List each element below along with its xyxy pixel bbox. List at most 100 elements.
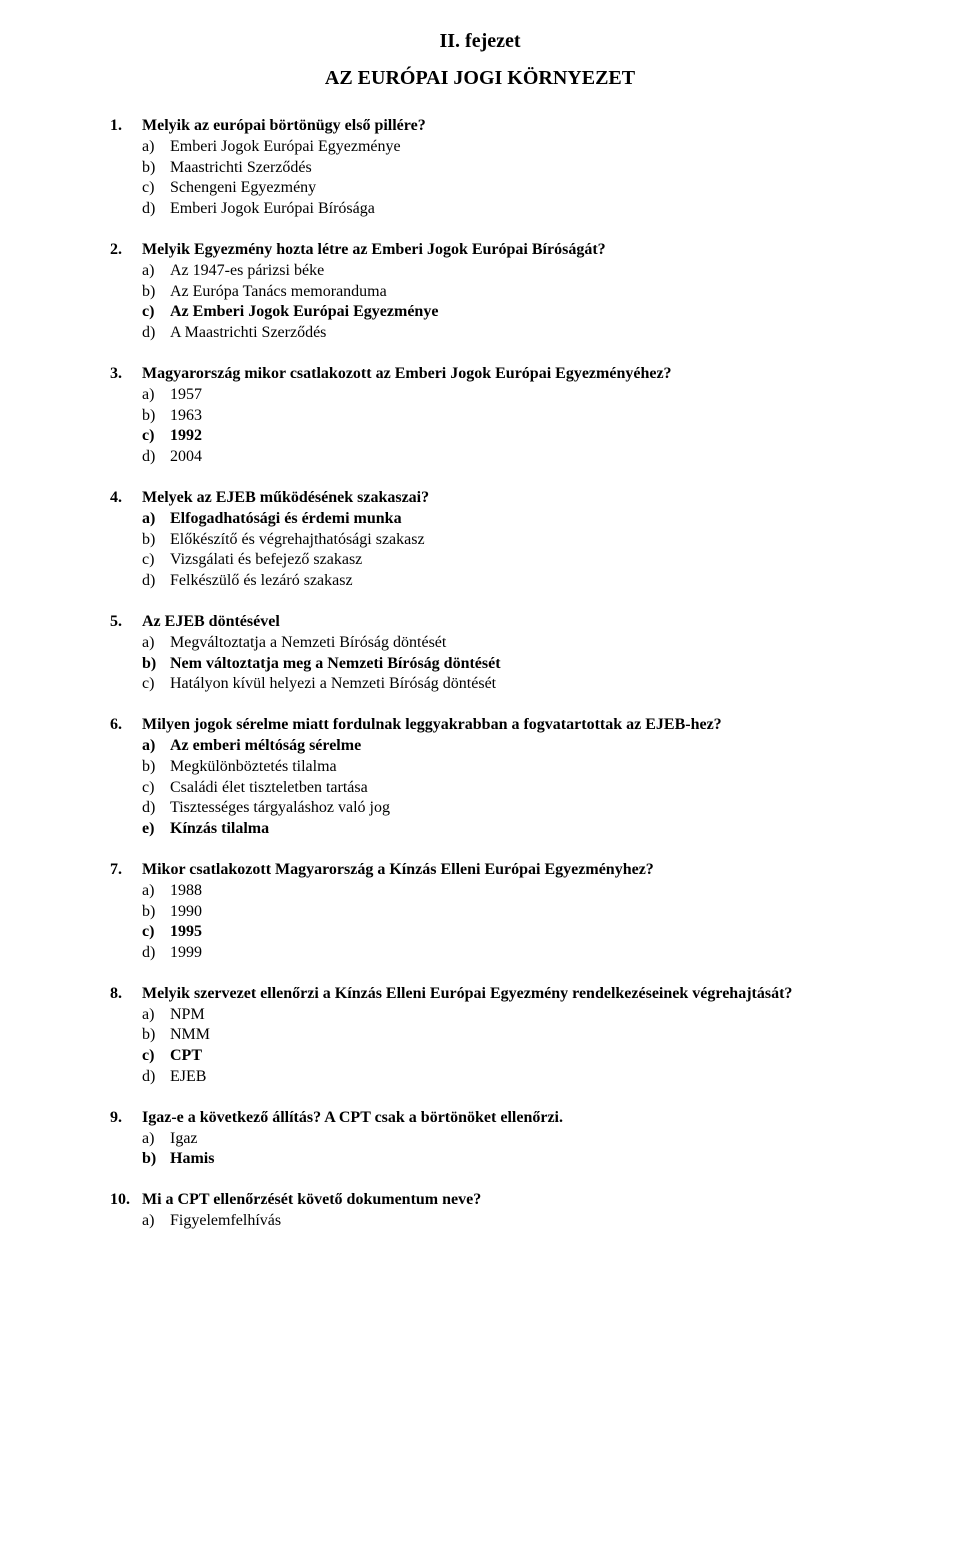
question-line: 3.Magyarország mikor csatlakozott az Emb… — [110, 364, 850, 385]
option-line: c)1995 — [142, 922, 850, 943]
option-text: EJEB — [170, 1067, 206, 1088]
option-text: Kínzás tilalma — [170, 819, 269, 840]
question-text: Mi a CPT ellenőrzését követő dokumentum … — [142, 1190, 481, 1211]
options-list: a)Igazb)Hamis — [142, 1129, 850, 1171]
question-number: 7. — [110, 860, 142, 881]
option-line: c)Hatályon kívül helyezi a Nemzeti Bírós… — [142, 674, 850, 695]
option-text: 1999 — [170, 943, 202, 964]
option-line: a)Az 1947-es párizsi béke — [142, 261, 850, 282]
option-line: d)2004 — [142, 447, 850, 468]
option-letter: c) — [142, 922, 170, 943]
option-line: e)Kínzás tilalma — [142, 819, 850, 840]
option-text: 1988 — [170, 881, 202, 902]
question-number: 3. — [110, 364, 142, 385]
option-line: c)Schengeni Egyezmény — [142, 178, 850, 199]
option-line: a)1957 — [142, 385, 850, 406]
option-line: d)Felkészülő és lezáró szakasz — [142, 571, 850, 592]
option-line: a)Igaz — [142, 1129, 850, 1150]
option-line: d)Emberi Jogok Európai Bírósága — [142, 199, 850, 220]
option-text: NMM — [170, 1025, 210, 1046]
option-letter: b) — [142, 654, 170, 675]
question-block: 10.Mi a CPT ellenőrzését követő dokument… — [110, 1190, 850, 1232]
option-text: Az Emberi Jogok Európai Egyezménye — [170, 302, 438, 323]
question-text: Melyik az európai börtönügy első pillére… — [142, 116, 426, 137]
question-block: 6.Milyen jogok sérelme miatt fordulnak l… — [110, 715, 850, 840]
option-letter: b) — [142, 1149, 170, 1170]
option-letter: a) — [142, 137, 170, 158]
option-text: 1992 — [170, 426, 202, 447]
option-text: Hatályon kívül helyezi a Nemzeti Bíróság… — [170, 674, 496, 695]
option-text: Megváltoztatja a Nemzeti Bíróság döntésé… — [170, 633, 446, 654]
options-list: a)Figyelemfelhívás — [142, 1211, 850, 1232]
chapter-heading: II. fejezet — [110, 30, 850, 53]
options-list: a)NPMb)NMMc)CPTd)EJEB — [142, 1005, 850, 1088]
option-letter: b) — [142, 282, 170, 303]
option-line: a)Elfogadhatósági és érdemi munka — [142, 509, 850, 530]
option-letter: b) — [142, 158, 170, 179]
options-list: a)Az emberi méltóság sérelmeb)Megkülönbö… — [142, 736, 850, 840]
option-letter: b) — [142, 406, 170, 427]
option-letter: a) — [142, 509, 170, 530]
option-line: c)Családi élet tiszteletben tartása — [142, 778, 850, 799]
option-text: Családi élet tiszteletben tartása — [170, 778, 368, 799]
option-text: Nem változtatja meg a Nemzeti Bíróság dö… — [170, 654, 501, 675]
option-line: d)EJEB — [142, 1067, 850, 1088]
option-letter: b) — [142, 757, 170, 778]
question-line: 4.Melyek az EJEB működésének szakaszai? — [110, 488, 850, 509]
question-text: Milyen jogok sérelme miatt fordulnak leg… — [142, 715, 722, 736]
option-letter: b) — [142, 902, 170, 923]
option-letter: c) — [142, 1046, 170, 1067]
question-number: 9. — [110, 1108, 142, 1129]
option-letter: c) — [142, 426, 170, 447]
question-block: 8.Melyik szervezet ellenőrzi a Kínzás El… — [110, 984, 850, 1088]
option-letter: a) — [142, 1005, 170, 1026]
option-text: Hamis — [170, 1149, 214, 1170]
option-letter: d) — [142, 323, 170, 344]
option-text: Az emberi méltóság sérelme — [170, 736, 361, 757]
option-line: a)Emberi Jogok Európai Egyezménye — [142, 137, 850, 158]
option-line: c)1992 — [142, 426, 850, 447]
option-text: Schengeni Egyezmény — [170, 178, 316, 199]
question-text: Melyik Egyezmény hozta létre az Emberi J… — [142, 240, 606, 261]
option-text: 1995 — [170, 922, 202, 943]
question-block: 2.Melyik Egyezmény hozta létre az Emberi… — [110, 240, 850, 344]
option-text: Megkülönböztetés tilalma — [170, 757, 337, 778]
option-line: d)A Maastrichti Szerződés — [142, 323, 850, 344]
options-list: a)Emberi Jogok Európai Egyezményeb)Maast… — [142, 137, 850, 220]
question-line: 1.Melyik az európai börtönügy első pillé… — [110, 116, 850, 137]
option-letter: a) — [142, 881, 170, 902]
option-letter: d) — [142, 571, 170, 592]
option-text: Figyelemfelhívás — [170, 1211, 281, 1232]
question-line: 7.Mikor csatlakozott Magyarország a Kínz… — [110, 860, 850, 881]
option-line: c)Az Emberi Jogok Európai Egyezménye — [142, 302, 850, 323]
question-line: 2.Melyik Egyezmény hozta létre az Emberi… — [110, 240, 850, 261]
option-letter: b) — [142, 530, 170, 551]
question-text: Magyarország mikor csatlakozott az Ember… — [142, 364, 672, 385]
option-line: d)Tisztességes tárgyaláshoz való jog — [142, 798, 850, 819]
option-text: Előkészítő és végrehajthatósági szakasz — [170, 530, 425, 551]
option-line: c)Vizsgálati és befejező szakasz — [142, 550, 850, 571]
option-letter: c) — [142, 302, 170, 323]
question-line: 9.Igaz-e a következő állítás? A CPT csak… — [110, 1108, 850, 1129]
question-number: 6. — [110, 715, 142, 736]
question-block: 4.Melyek az EJEB működésének szakaszai?a… — [110, 488, 850, 592]
option-text: Igaz — [170, 1129, 198, 1150]
question-line: 6.Milyen jogok sérelme miatt fordulnak l… — [110, 715, 850, 736]
question-number: 10. — [110, 1190, 142, 1211]
option-letter: c) — [142, 674, 170, 695]
option-text: Az Európa Tanács memoranduma — [170, 282, 387, 303]
option-line: a)1988 — [142, 881, 850, 902]
question-line: 5.Az EJEB döntésével — [110, 612, 850, 633]
option-text: CPT — [170, 1046, 202, 1067]
option-line: b)1963 — [142, 406, 850, 427]
option-text: Emberi Jogok Európai Bírósága — [170, 199, 375, 220]
option-text: 1957 — [170, 385, 202, 406]
options-list: a)1988b)1990c)1995d)1999 — [142, 881, 850, 964]
option-text: Maastrichti Szerződés — [170, 158, 312, 179]
option-text: Emberi Jogok Európai Egyezménye — [170, 137, 401, 158]
option-text: 2004 — [170, 447, 202, 468]
page-container: II. fejezet AZ EURÓPAI JOGI KÖRNYEZET 1.… — [0, 0, 960, 1282]
question-block: 3.Magyarország mikor csatlakozott az Emb… — [110, 364, 850, 468]
question-text: Igaz-e a következő állítás? A CPT csak a… — [142, 1108, 563, 1129]
option-line: b)Megkülönböztetés tilalma — [142, 757, 850, 778]
